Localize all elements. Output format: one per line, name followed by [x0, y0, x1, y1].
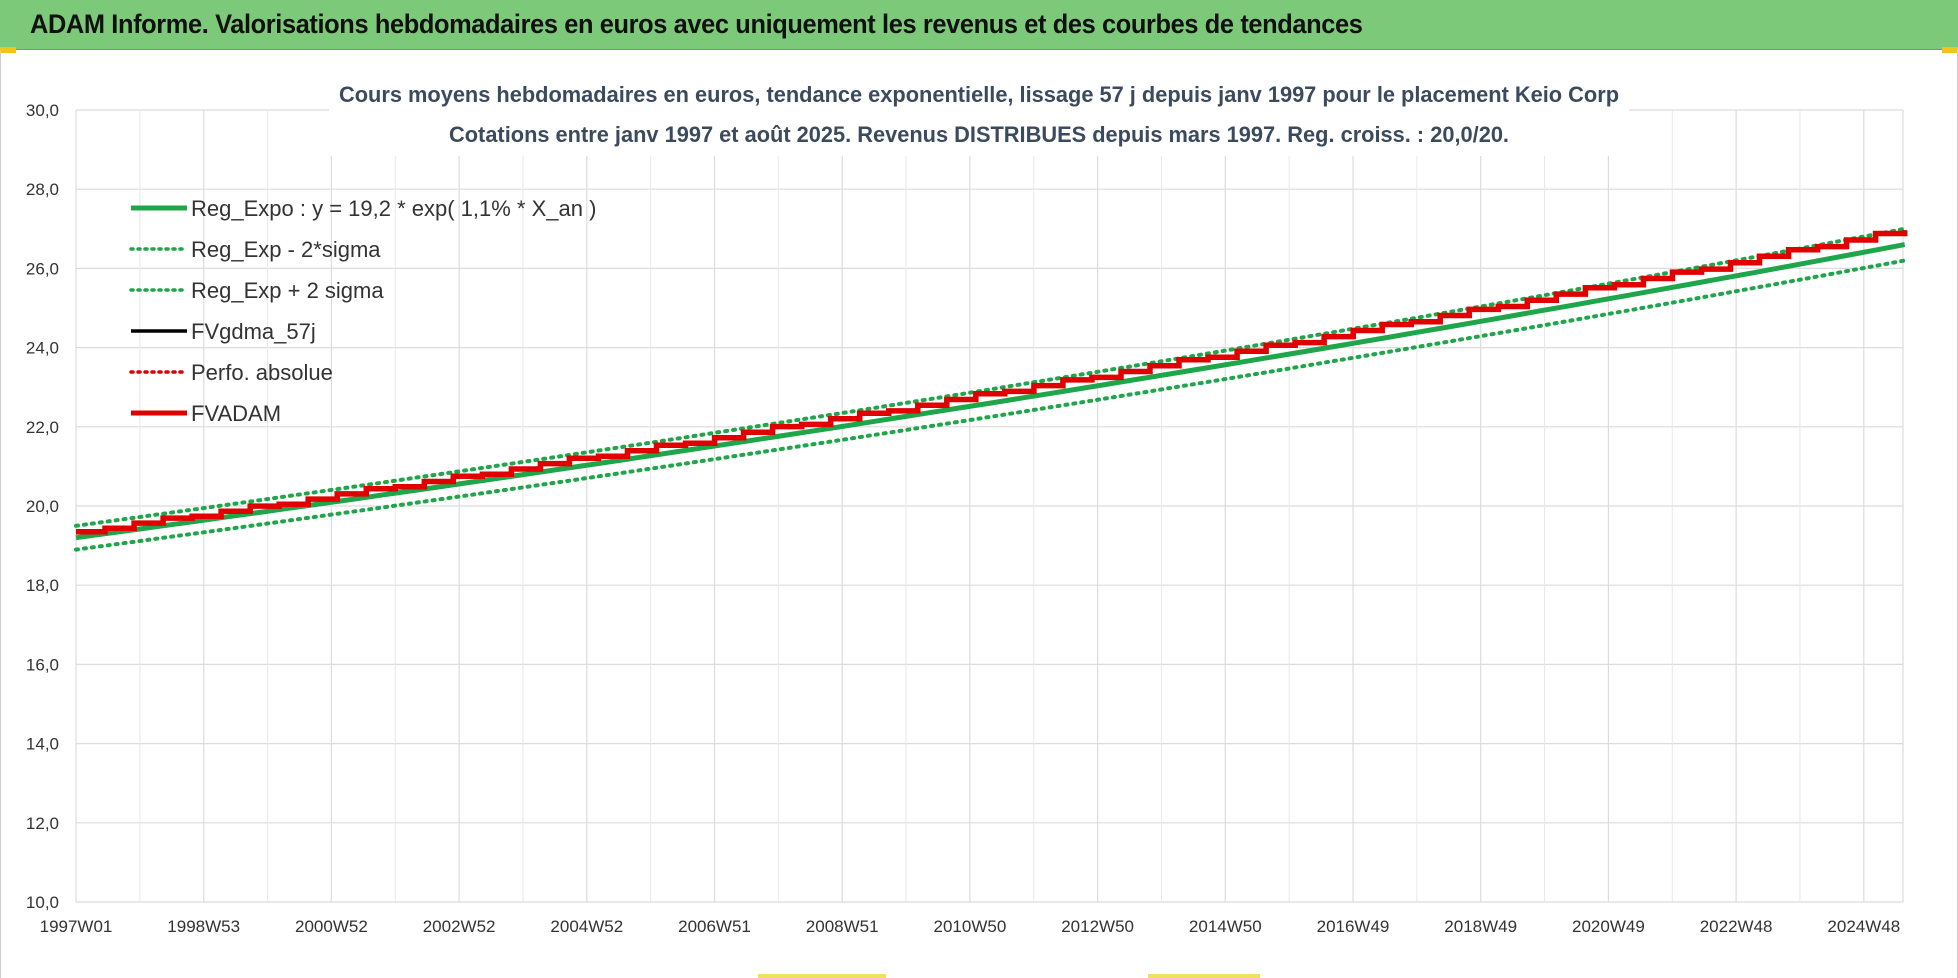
series-line-2 — [74, 226, 1907, 528]
chart-title-line2: Cotations entre janv 1997 et août 2025. … — [449, 122, 1509, 147]
bottom-marker — [1148, 974, 1260, 978]
series-line-1 — [74, 258, 1907, 552]
y-tick-label: 18,0 — [26, 576, 59, 595]
legend-label: Reg_Expo : y = 19,2 * exp( 1,1% * X_an ) — [191, 196, 596, 221]
x-tick-label: 1998W53 — [167, 917, 240, 936]
series-line-0 — [75, 242, 1906, 541]
y-tick-label: 24,0 — [26, 339, 59, 358]
x-tick-label: 2002W52 — [423, 917, 496, 936]
x-tick-label: 2000W52 — [295, 917, 368, 936]
y-tick-label: 20,0 — [26, 497, 59, 516]
x-tick-label: 2022W48 — [1700, 917, 1773, 936]
x-tick-label: 2008W51 — [806, 917, 879, 936]
y-tick-label: 30,0 — [26, 101, 59, 120]
bottom-marker — [758, 974, 886, 978]
y-tick-label: 22,0 — [26, 418, 59, 437]
y-tick-label: 10,0 — [26, 893, 59, 912]
x-tick-label: 2012W50 — [1061, 917, 1134, 936]
x-tick-label: 2016W49 — [1317, 917, 1390, 936]
series-line-4 — [76, 230, 1908, 535]
title-banner: ADAM Informe. Valorisations hebdomadaire… — [0, 0, 1958, 50]
x-tick-label: 2014W50 — [1189, 917, 1262, 936]
series-line-3 — [76, 230, 1907, 534]
line-chart: 10,0 12,0 14,0 16,0 18,0 20,0 22,0 24,0 26,0 28,0… — [26, 62, 1908, 936]
legend-label: FVgdma_57j — [191, 319, 316, 344]
corner-marker-right — [1942, 47, 1958, 53]
x-tick-label: 2004W52 — [550, 917, 623, 936]
legend-label: Reg_Exp + 2 sigma — [191, 278, 384, 303]
x-tick-label: 2024W48 — [1827, 917, 1900, 936]
y-tick-label: 28,0 — [26, 180, 59, 199]
x-tick-label: 2020W49 — [1572, 917, 1645, 936]
legend-label: Reg_Exp - 2*sigma — [191, 237, 381, 262]
x-tick-label: 2006W51 — [678, 917, 751, 936]
y-tick-label: 26,0 — [26, 259, 59, 278]
y-tick-label: 16,0 — [26, 655, 59, 674]
banner-title: ADAM Informe. Valorisations hebdomadaire… — [30, 9, 1363, 39]
y-tick-label: 14,0 — [26, 735, 59, 754]
corner-marker-left — [0, 47, 16, 53]
chart-area: 10,0 12,0 14,0 16,0 18,0 20,0 22,0 24,0 26,0 28,0… — [0, 50, 1958, 978]
legend-label: FVADAM — [191, 401, 281, 426]
x-tick-label: 1997W01 — [40, 917, 113, 936]
chart-title-line1: Cours moyens hebdomadaires en euros, ten… — [339, 82, 1619, 107]
y-tick-label: 12,0 — [26, 814, 59, 833]
x-tick-label: 2018W49 — [1444, 917, 1517, 936]
title-backdrop — [329, 62, 1629, 156]
legend-label: Perfo. absolue — [191, 360, 333, 385]
x-tick-label: 2010W50 — [934, 917, 1007, 936]
